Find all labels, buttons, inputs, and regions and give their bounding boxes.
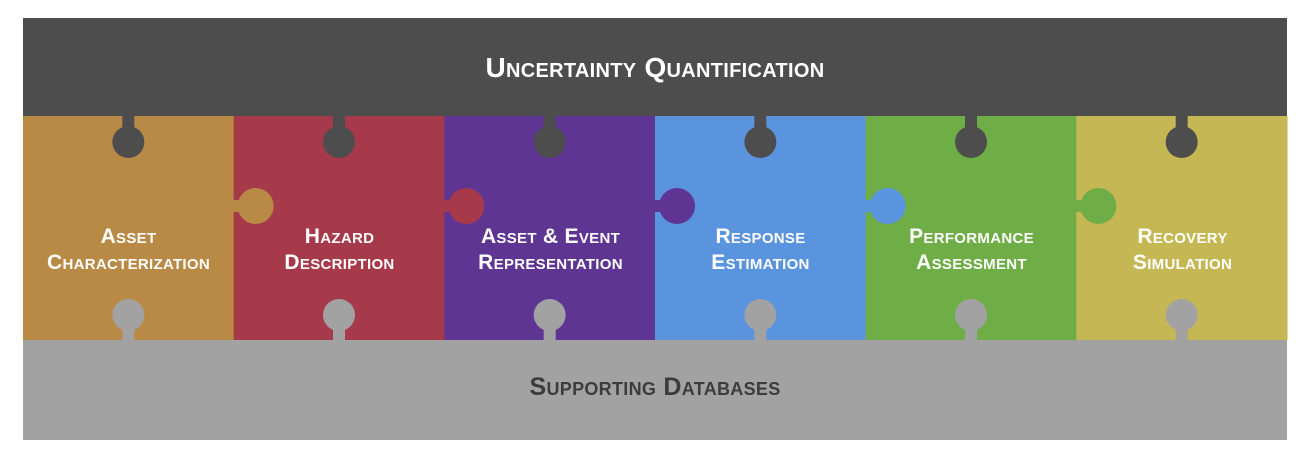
top-knob	[323, 126, 356, 158]
step-performance-assessment: Performance Assessment	[866, 224, 1077, 277]
step-label-line1: Performance	[909, 225, 1034, 248]
bottom-knob	[955, 299, 988, 331]
uncertainty-quantification-title: Uncertainty Quantification	[485, 52, 825, 83]
top-knob-neck	[122, 115, 135, 131]
bottom-knobs	[112, 299, 1198, 341]
side-knob	[237, 188, 274, 224]
bottom-knob	[112, 299, 145, 331]
supporting-databases-title: Supporting Databases	[529, 373, 781, 401]
bottom-knob	[744, 299, 777, 331]
bottom-knob	[323, 299, 356, 331]
step-label-line1: Recovery	[1137, 225, 1228, 248]
step-label-line1: Hazard	[304, 225, 375, 248]
step-label-line2: Representation	[478, 251, 623, 275]
side-knob	[1080, 188, 1117, 224]
step-label-line2: Estimation	[711, 251, 810, 275]
step-label-line2: Simulation	[1132, 251, 1233, 275]
step-asset-event-representation: Asset & Event Representation	[445, 224, 656, 277]
step-label-line1: Asset & Event	[480, 225, 621, 248]
bottom-band	[23, 340, 1287, 440]
step-response-estimation: Response Estimation	[655, 224, 866, 277]
top-knob	[955, 126, 988, 158]
top-band	[23, 18, 1287, 116]
top-knob	[1165, 126, 1198, 158]
step-recovery-simulation: Recovery Simulation	[1077, 224, 1288, 277]
step-label-line1: Asset	[100, 225, 157, 248]
side-knob	[659, 188, 696, 224]
bottom-knob-neck	[122, 325, 135, 341]
top-knobs	[112, 115, 1198, 158]
bottom-knob	[533, 299, 566, 331]
top-knob	[112, 126, 145, 158]
step-label-line2: Description	[284, 251, 395, 275]
top-knob	[744, 126, 777, 158]
step-asset-characterization: Asset Characterization	[23, 224, 234, 277]
bottom-knob	[1165, 299, 1198, 331]
step-label-line2: Characterization	[46, 251, 210, 275]
step-label-line2: Assessment	[916, 251, 1027, 275]
side-knob	[869, 188, 906, 224]
step-hazard-description: Hazard Description	[234, 224, 445, 277]
step-label-line1: Response	[715, 225, 806, 248]
top-knob	[533, 126, 566, 158]
side-knob	[448, 188, 485, 224]
